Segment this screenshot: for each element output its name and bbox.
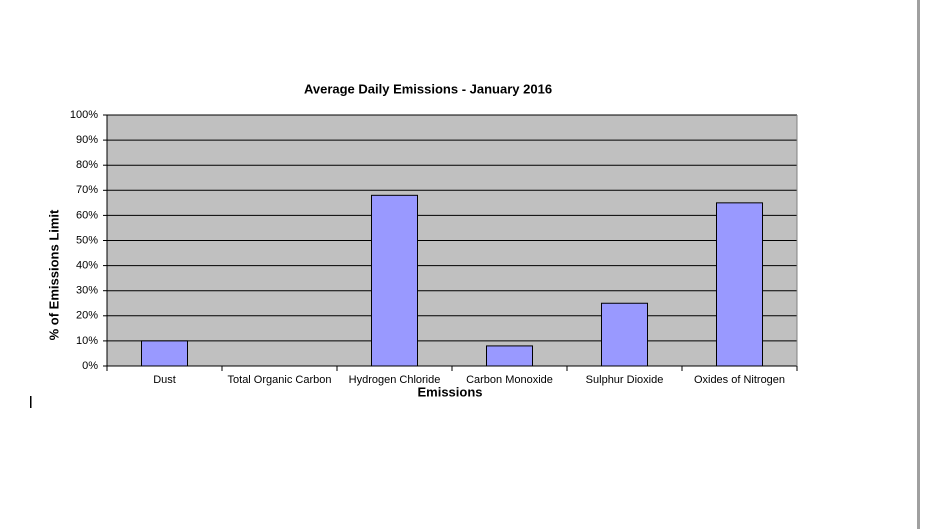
x-tick-label: Dust <box>153 374 176 386</box>
bar <box>716 202 763 367</box>
y-axis-title: % of Emissions Limit <box>46 209 61 340</box>
x-tick-label: Total Organic Carbon <box>228 374 332 386</box>
y-tick-label: 90% <box>76 134 98 146</box>
y-tick-label: 10% <box>76 335 98 347</box>
x-tick-label: Hydrogen Chloride <box>349 374 441 386</box>
bar <box>141 340 188 367</box>
y-tick-label: 20% <box>76 310 98 322</box>
x-tick-label: Oxides of Nitrogen <box>694 374 785 386</box>
bar <box>486 345 533 367</box>
bar <box>371 194 418 367</box>
page-edge <box>917 0 920 529</box>
text-cursor <box>30 396 32 408</box>
bar <box>601 302 648 367</box>
y-tick-label: 50% <box>76 234 98 246</box>
x-tick-label: Carbon Monoxide <box>466 374 553 386</box>
y-tick-label: 80% <box>76 159 98 171</box>
y-tick-label: 100% <box>70 109 98 121</box>
y-tick-label: 0% <box>82 360 98 372</box>
y-tick-label: 60% <box>76 209 98 221</box>
x-tick-label: Sulphur Dioxide <box>586 374 664 386</box>
chart-title: Average Daily Emissions - January 2016 <box>304 81 552 96</box>
y-tick-label: 70% <box>76 184 98 196</box>
y-tick-label: 30% <box>76 285 98 297</box>
y-tick-label: 40% <box>76 260 98 272</box>
x-axis-title: Emissions <box>417 384 482 399</box>
